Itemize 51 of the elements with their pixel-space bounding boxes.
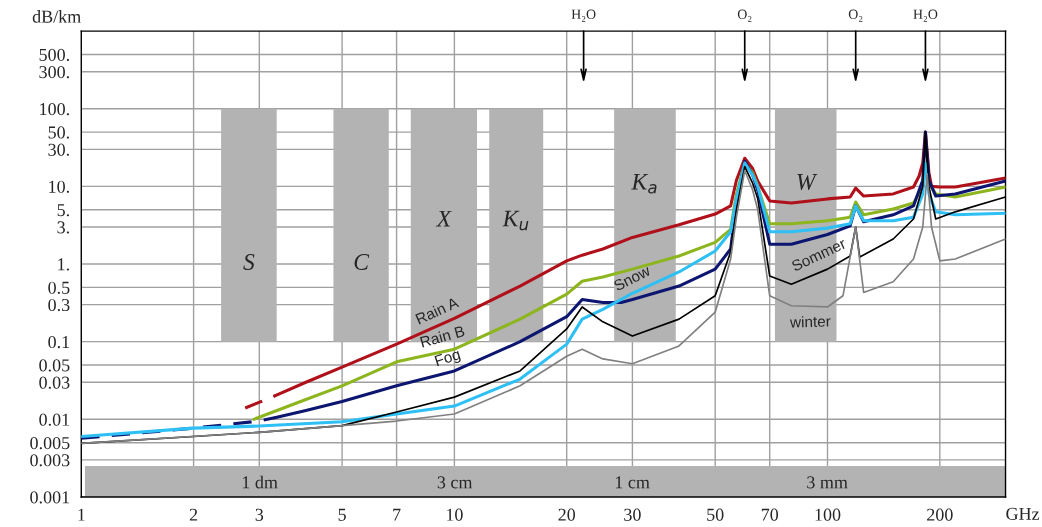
y-tick-label: 5. (57, 204, 69, 217)
x-tick-label: 20 (558, 508, 576, 521)
text: Snow (612, 264, 652, 292)
ref-line-label: H₂O (913, 9, 938, 22)
ref-line-label: H₂O (571, 9, 596, 22)
y-axis-title: dB/km (32, 10, 81, 23)
y-tick-label: 0.03 (39, 376, 70, 389)
x-axis-title: GHz (1006, 507, 1040, 520)
y-tick-label: 0.05 (39, 359, 70, 372)
text: Rain B (419, 325, 466, 348)
y-tick-label: 0.1 (48, 335, 70, 349)
y-tick-label: 0.005 (30, 436, 70, 450)
x-tick-label: 50 (707, 508, 724, 521)
ref-line-label: O₂ (848, 9, 863, 22)
y-tick-label: 500. (39, 48, 69, 61)
band-label: K$_{u}$ (502, 210, 529, 231)
annotation: 3 cm (437, 476, 473, 489)
series-label: winter (789, 315, 831, 328)
x-tick-label: 7 (393, 508, 401, 521)
x-tick-label: 3 (255, 508, 264, 521)
y-tick-label: 0.01 (39, 413, 70, 426)
band-label: W (797, 174, 818, 190)
y-tick-label: 0.001 (30, 491, 70, 504)
band-label: K$_{a}$ (631, 173, 657, 194)
x-tick-label: 2 (189, 508, 198, 521)
y-tick-label: 30. (48, 143, 69, 156)
y-tick-label: 100. (40, 103, 69, 116)
y-tick-label: 3. (57, 221, 69, 234)
y-tick-label: 300. (39, 65, 69, 79)
annotation: 1 dm (242, 475, 278, 489)
text: Fog (434, 348, 462, 370)
x-tick-label: 1 (78, 508, 85, 521)
y-tick-label: 0.003 (30, 454, 70, 467)
y-tick-label: 10. (49, 180, 69, 193)
y-tick-label: 0.5 (48, 281, 70, 294)
x-tick-label: 30 (624, 508, 641, 521)
x-tick-label: 70 (761, 508, 779, 521)
x-tick-label: 5 (338, 508, 346, 521)
x-tick-label: 10 (446, 508, 463, 521)
text: Rain A (415, 296, 460, 325)
y-tick-label: 50. (48, 126, 69, 139)
band-label: C (354, 254, 370, 270)
ref-line-label: O₂ (737, 9, 752, 22)
band-label: X (435, 210, 452, 227)
annotation: 1 cm (615, 476, 650, 489)
y-tick-label: 1. (58, 258, 69, 271)
y-tick-label: 0.3 (48, 298, 70, 312)
annotation: 3 mm (807, 476, 848, 489)
x-tick-label: 200 (927, 508, 953, 521)
x-tick-label: 100 (815, 508, 841, 521)
band-label: S (243, 254, 255, 270)
